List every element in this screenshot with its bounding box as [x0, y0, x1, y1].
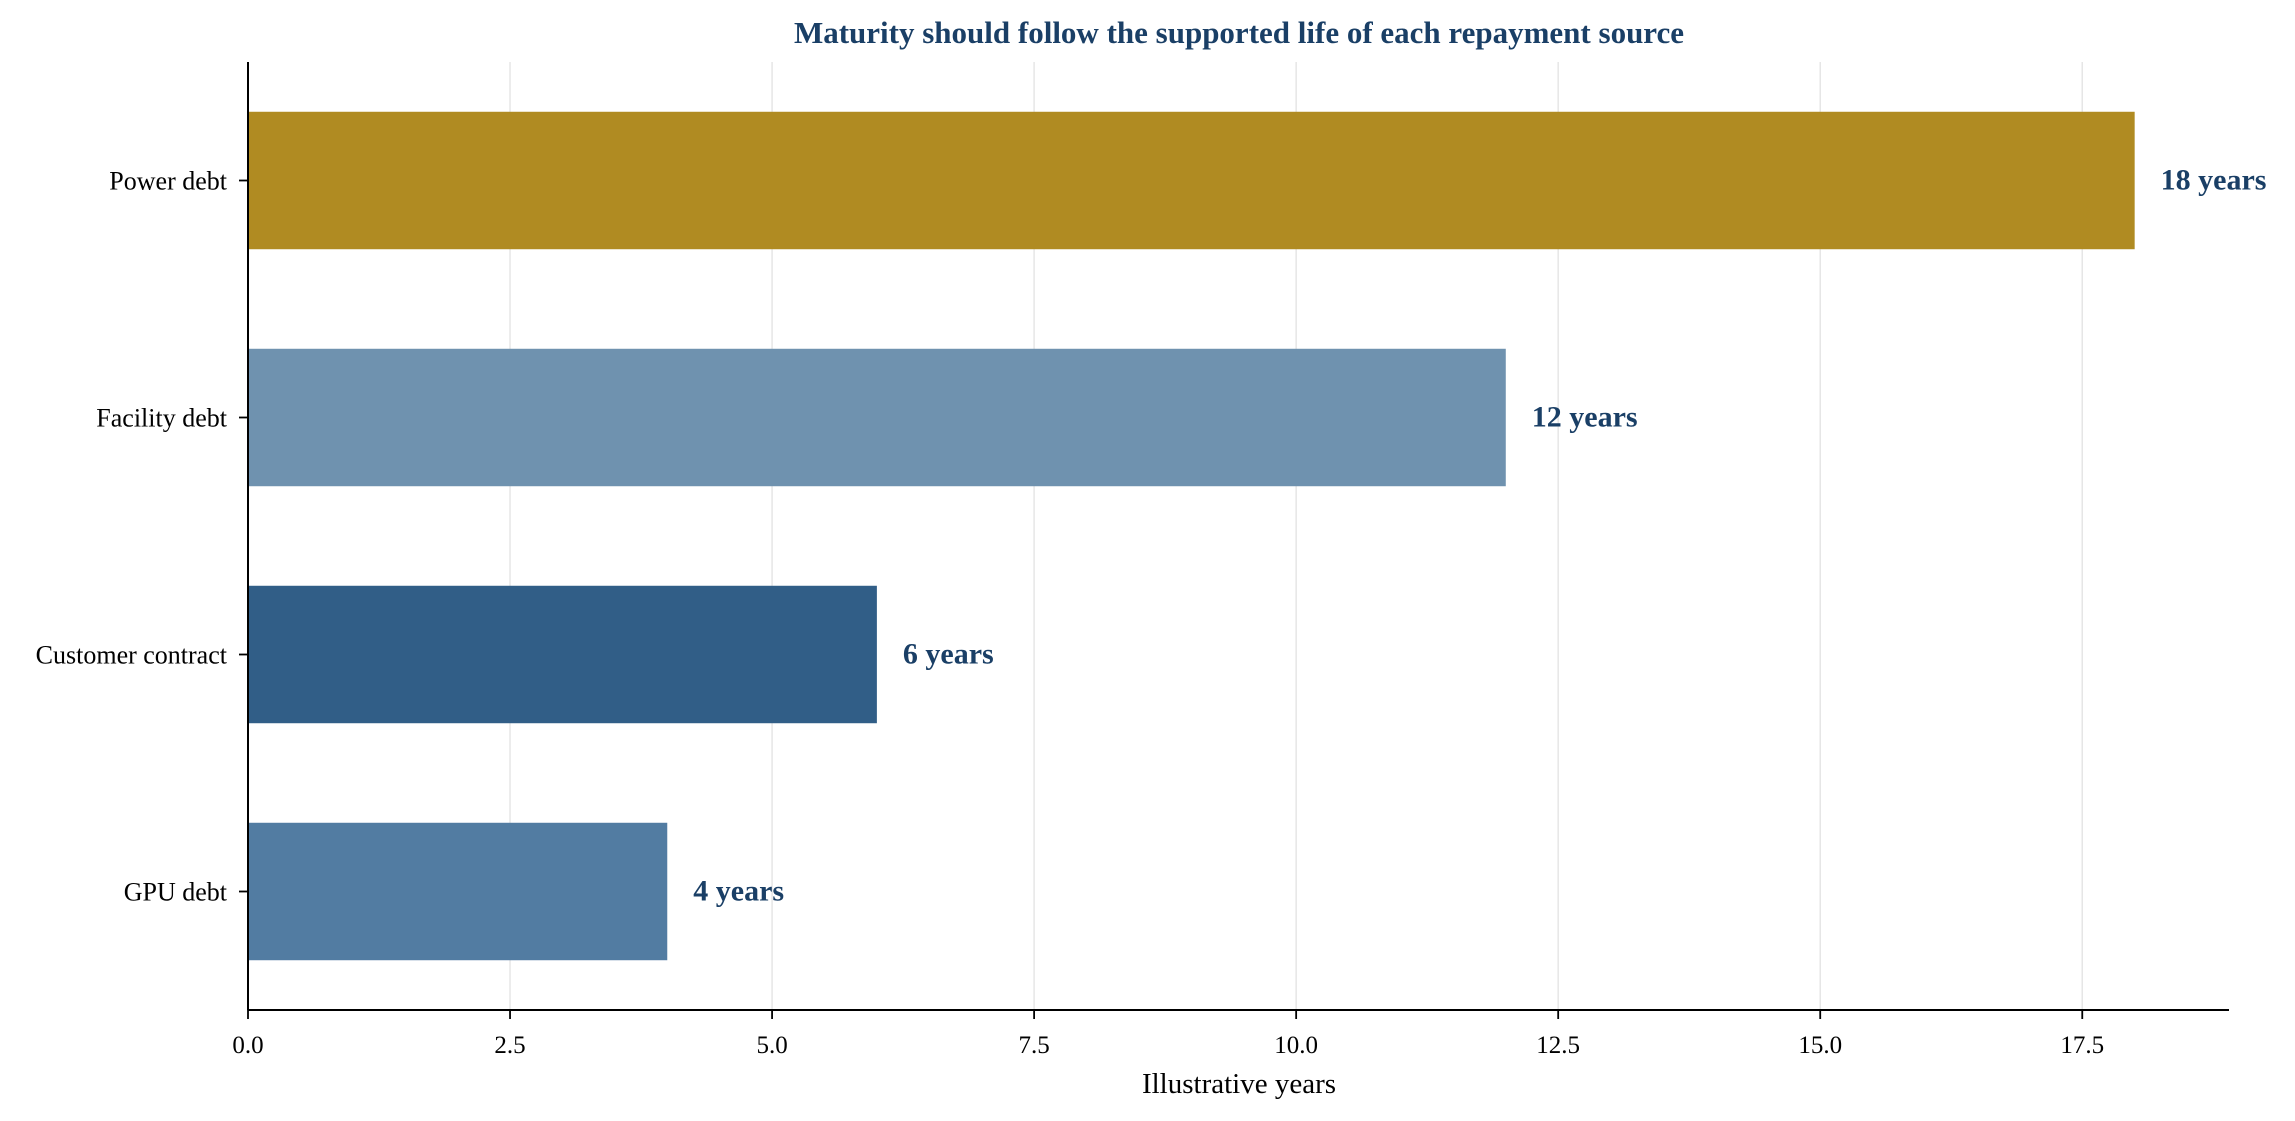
- bar: [248, 585, 877, 724]
- axes: [247, 62, 2229, 1011]
- data-label: 6 years: [903, 638, 994, 671]
- x-tick-label: 10.0: [1274, 1032, 1318, 1059]
- category-label: Power debt: [109, 167, 227, 196]
- x-axis-label: Illustrative years: [1142, 1068, 1336, 1100]
- y-axis-ticks: Power debt Facility debt Customer contract…: [36, 167, 248, 907]
- data-label: 12 years: [1532, 401, 1638, 434]
- chart-title: Maturity should follow the supported lif…: [794, 15, 1684, 50]
- x-axis-ticks: 0.0 2.5 5.0 7.5 10.0 12.5 15.0 17.5: [232, 1010, 2104, 1059]
- category-label: Facility debt: [96, 404, 227, 433]
- x-tick-label: 15.0: [1798, 1032, 1842, 1059]
- bar: [248, 111, 2135, 250]
- x-tick-label: 17.5: [2060, 1032, 2104, 1059]
- bars: [248, 111, 2135, 961]
- x-tick-label: 0.0: [232, 1032, 263, 1059]
- data-labels: 18 years 12 years 6 years 4 years: [693, 164, 2266, 908]
- data-label: 4 years: [693, 875, 784, 908]
- bar: [248, 348, 1506, 487]
- bar: [248, 822, 668, 961]
- x-tick-label: 12.5: [1536, 1032, 1580, 1059]
- x-tick-label: 7.5: [1018, 1032, 1049, 1059]
- data-label: 18 years: [2161, 164, 2267, 197]
- category-label: Customer contract: [36, 641, 228, 670]
- x-tick-label: 5.0: [756, 1032, 787, 1059]
- category-label: GPU debt: [124, 878, 228, 907]
- x-tick-label: 2.5: [494, 1032, 525, 1059]
